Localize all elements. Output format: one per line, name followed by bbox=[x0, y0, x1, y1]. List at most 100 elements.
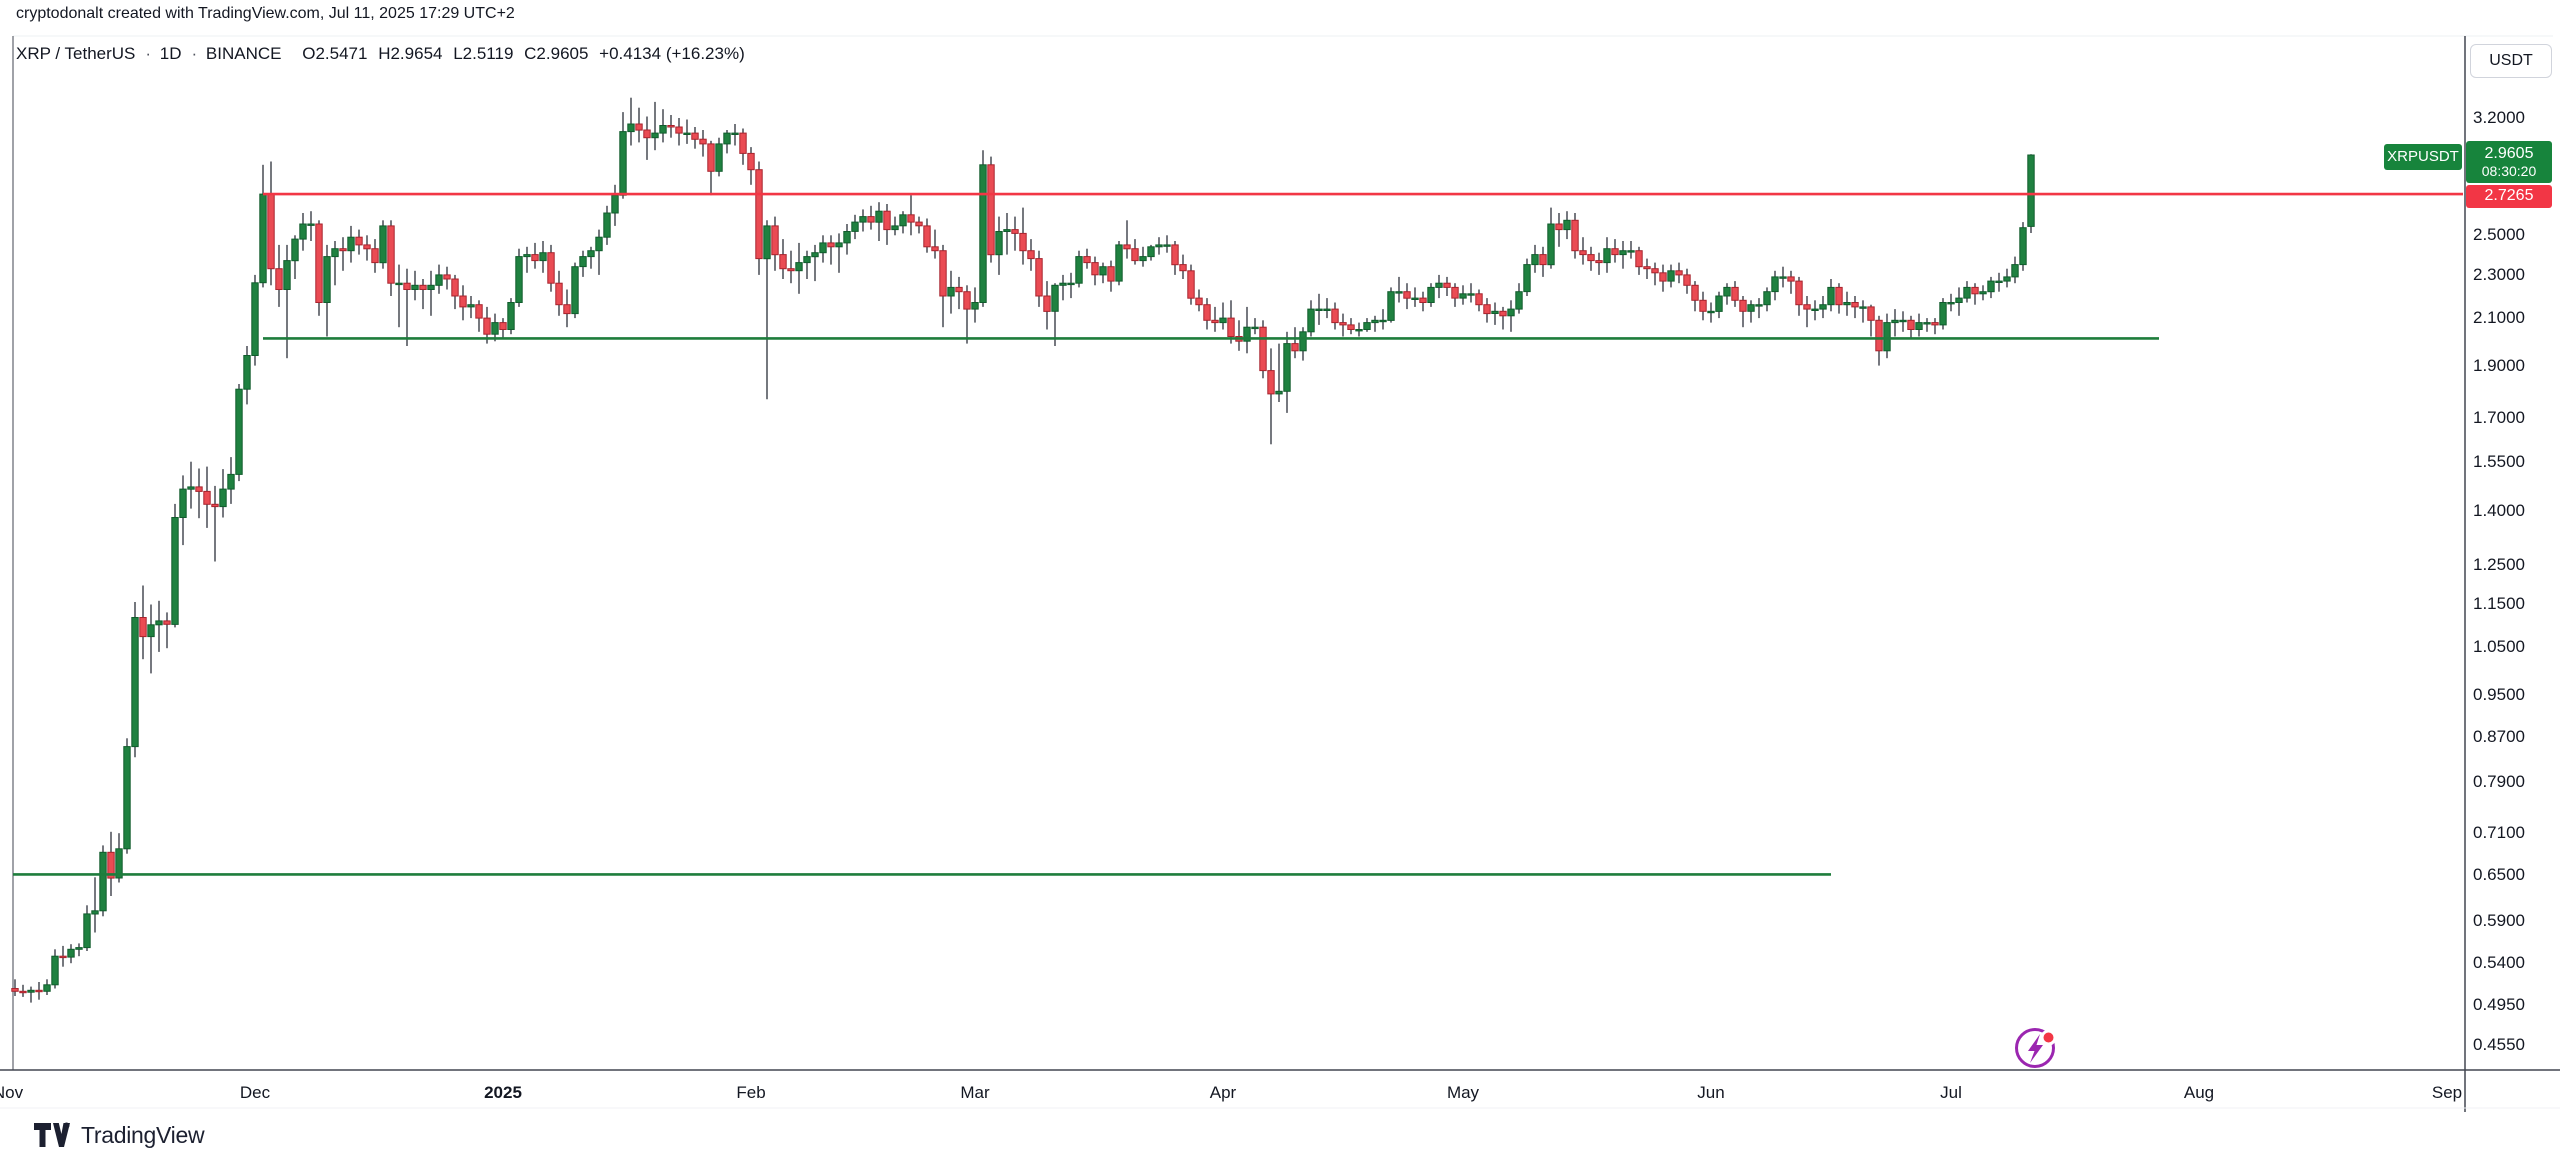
candle-up bbox=[1859, 306, 1867, 309]
price-tick-label: 0.9500 bbox=[2473, 685, 2525, 704]
candle-down bbox=[1499, 310, 1507, 317]
candle-down bbox=[59, 955, 67, 959]
currency-toggle-button[interactable]: USDT bbox=[2470, 44, 2552, 78]
candle-down bbox=[1227, 317, 1235, 338]
candle-up bbox=[715, 143, 723, 172]
candle-up bbox=[587, 250, 595, 258]
candle-down bbox=[499, 322, 507, 331]
candle-up bbox=[971, 302, 979, 310]
interval-label[interactable]: 1D bbox=[159, 44, 182, 63]
price-tick-label: 1.0500 bbox=[2473, 637, 2525, 656]
candle-up bbox=[1939, 302, 1947, 326]
ohlc-change: +0.4134 (+16.23%) bbox=[599, 44, 745, 63]
candle-down bbox=[787, 268, 795, 272]
candle-up bbox=[283, 260, 291, 291]
candle-down bbox=[1179, 264, 1187, 272]
candle-up bbox=[651, 132, 659, 139]
candle-up bbox=[1811, 308, 1819, 312]
candle-up bbox=[291, 238, 299, 262]
candle-up bbox=[131, 617, 139, 748]
candle-up bbox=[1099, 266, 1107, 276]
candle-up bbox=[1275, 390, 1283, 395]
candle-down bbox=[1123, 244, 1131, 250]
candle-up bbox=[2019, 227, 2027, 266]
candle-down bbox=[1451, 286, 1459, 299]
candle-up bbox=[179, 488, 187, 519]
candle-up bbox=[43, 984, 51, 992]
candle-up bbox=[1547, 223, 1555, 266]
price-tick-label: 2.1000 bbox=[2473, 308, 2525, 327]
candle-up bbox=[1979, 291, 1987, 295]
candle-up bbox=[219, 488, 227, 508]
candle-down bbox=[1699, 299, 1707, 312]
tradingview-logo[interactable]: TradingView bbox=[33, 1120, 205, 1150]
candle-down bbox=[203, 490, 211, 505]
candle-down bbox=[771, 225, 779, 256]
candle-up bbox=[1563, 219, 1571, 231]
candle-up bbox=[2003, 276, 2011, 282]
last-price-value: 2.9605 bbox=[2484, 144, 2534, 162]
candle-up bbox=[1315, 308, 1323, 312]
candle-up bbox=[1843, 302, 1851, 306]
candle-down bbox=[1171, 244, 1179, 266]
price-tick-label: 0.8700 bbox=[2473, 727, 2525, 746]
bar-countdown: 08:30:20 bbox=[2481, 163, 2537, 180]
candle-down bbox=[1643, 266, 1651, 270]
candle-down bbox=[907, 214, 915, 223]
candle-up bbox=[1715, 295, 1723, 312]
symbol-name[interactable]: XRP / TetherUS bbox=[16, 44, 136, 63]
candle-down bbox=[315, 223, 323, 303]
symbol-header: XRP / TetherUS · 1D · BINANCE O2.5471 H2.9… bbox=[16, 44, 751, 64]
candle-up bbox=[171, 517, 179, 625]
candle-down bbox=[1259, 326, 1267, 372]
candle-up bbox=[1459, 293, 1467, 299]
candle-down bbox=[691, 132, 699, 140]
candle-up bbox=[803, 256, 811, 264]
candle-down bbox=[11, 988, 19, 992]
time-tick-label: Mar bbox=[960, 1083, 990, 1102]
candle-up bbox=[99, 851, 107, 912]
candle-down bbox=[451, 278, 459, 297]
candle-down bbox=[883, 210, 891, 231]
candle-up bbox=[1219, 317, 1227, 324]
candle-down bbox=[35, 989, 43, 993]
candle-up bbox=[1147, 246, 1155, 258]
candle-up bbox=[1923, 322, 1931, 325]
candle-down bbox=[1571, 219, 1579, 252]
candle-up bbox=[763, 225, 771, 260]
candle-up bbox=[1779, 276, 1787, 279]
candle-down bbox=[107, 851, 115, 879]
candle-up bbox=[307, 223, 315, 226]
candle-up bbox=[515, 256, 523, 304]
candle-down bbox=[1203, 304, 1211, 321]
candle-down bbox=[267, 193, 275, 270]
flash-icon[interactable] bbox=[2015, 1028, 2057, 1068]
candle-up bbox=[227, 473, 235, 490]
candle-up bbox=[259, 193, 267, 284]
candle-down bbox=[1027, 250, 1035, 260]
candle-down bbox=[1731, 286, 1739, 301]
candle-up bbox=[1899, 319, 1907, 323]
price-tick-label: 0.4950 bbox=[2473, 995, 2525, 1014]
candle-up bbox=[1051, 284, 1059, 312]
candle-down bbox=[371, 248, 379, 264]
time-tick-label: Dec bbox=[239, 1083, 271, 1102]
candle-up bbox=[539, 252, 547, 262]
candle-up bbox=[1435, 282, 1443, 288]
candle-up bbox=[899, 214, 907, 227]
candle-up bbox=[1387, 291, 1395, 321]
candle-down bbox=[1043, 295, 1051, 312]
price-tick-label: 0.5900 bbox=[2473, 911, 2525, 930]
candle-up bbox=[1627, 250, 1635, 253]
candle-up bbox=[1523, 264, 1531, 293]
candle-down bbox=[443, 274, 451, 280]
candle-up bbox=[979, 164, 987, 303]
candle-down bbox=[955, 286, 963, 293]
separator: · bbox=[191, 44, 198, 63]
candle-down bbox=[931, 246, 939, 252]
candle-down bbox=[195, 486, 203, 492]
symbol-price-tag: XRPUSDT bbox=[2384, 144, 2462, 170]
candle-down bbox=[555, 282, 563, 306]
candle-down bbox=[1187, 270, 1195, 299]
